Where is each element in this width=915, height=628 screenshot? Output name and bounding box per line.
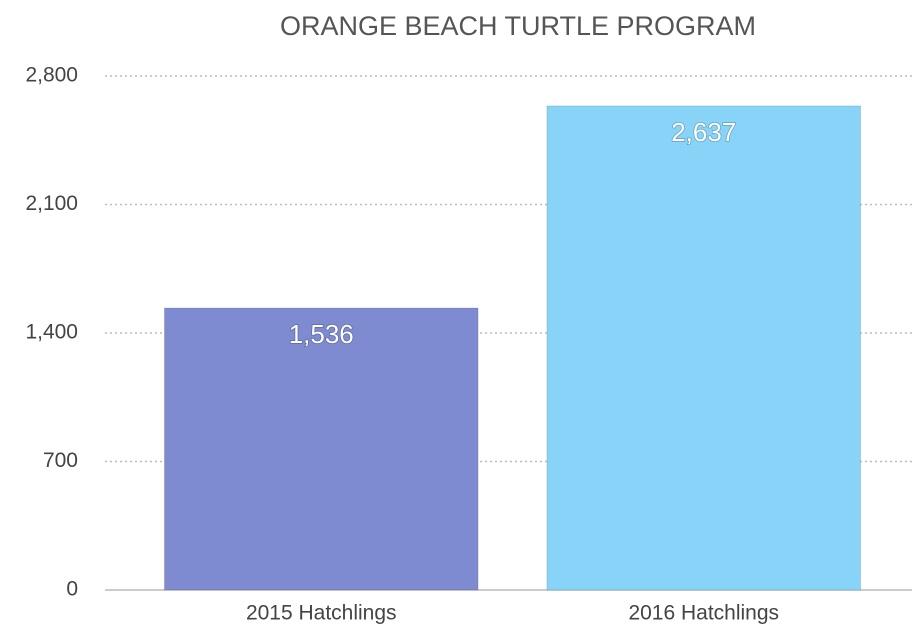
y-tick-label: 1,400 <box>25 321 78 344</box>
value-label: 2,637 <box>671 117 736 147</box>
y-tick-label: 2,800 <box>25 64 78 87</box>
value-label: 1,536 <box>289 319 354 349</box>
chart-title: ORANGE BEACH TURTLE PROGRAM <box>280 11 756 41</box>
x-tick-label: 2015 Hatchlings <box>246 602 397 625</box>
y-tick-label: 700 <box>43 449 78 472</box>
bar <box>546 105 862 591</box>
x-tick-label: 2016 Hatchlings <box>628 602 779 625</box>
y-tick-label: 0 <box>66 578 78 601</box>
y-tick-label: 2,100 <box>25 192 78 215</box>
bar <box>163 307 479 591</box>
